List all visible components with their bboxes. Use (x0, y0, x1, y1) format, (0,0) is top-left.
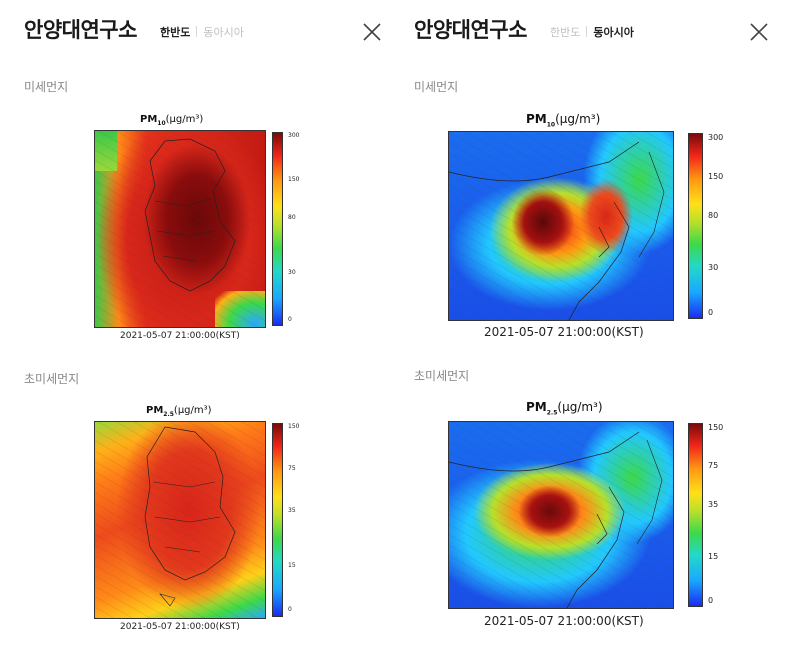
wind-vectors (449, 422, 673, 608)
region-tabs: 한반도 동아시아 (550, 24, 634, 40)
colorbar-pm25 (688, 423, 703, 607)
colorbar-tick: 300 (288, 132, 300, 139)
colorbar-tick: 35 (708, 500, 719, 509)
timestamp: 2021-05-07 21:00:00(KST) (120, 622, 240, 632)
map-title-pm25: PM2.5(μg/m³) (146, 405, 212, 418)
section-label-pm10: 미세먼지 (24, 80, 69, 94)
timestamp: 2021-05-07 21:00:00(KST) (484, 614, 644, 628)
colorbar-pm10 (688, 133, 703, 319)
panel-korean-peninsula: 안양대연구소 한반도 동아시아 미세먼지 PM10(μg/m³) 300 150 … (0, 0, 392, 647)
map-southeast-low (215, 291, 265, 327)
timestamp: 2021-05-07 21:00:00(KST) (120, 331, 240, 341)
colorbar-tick: 30 (288, 269, 296, 276)
tab-east-asia[interactable]: 동아시아 (593, 26, 634, 39)
colorbar-tick: 150 (288, 176, 300, 183)
map-title-pm25: PM2.5(μg/m³) (526, 400, 603, 417)
colorbar-tick: 75 (288, 465, 296, 472)
colorbar-tick: 0 (288, 316, 292, 323)
panel-east-asia: 안양대연구소 한반도 동아시아 미세먼지 PM10(μg/m³) 300 150 … (392, 0, 787, 647)
pm25-east-asia-map (448, 421, 674, 609)
korea-outline (144, 426, 236, 607)
pm25-korea-map (94, 421, 266, 619)
korea-outline (144, 138, 236, 292)
east-asia-outline (449, 141, 665, 320)
tab-divider (586, 26, 588, 37)
colorbar-tick: 15 (288, 562, 296, 569)
page-title: 안양대연구소 (24, 18, 137, 42)
section-label-pm25: 초미세먼지 (414, 369, 470, 383)
map-title-pm10: PM10(μg/m³) (140, 114, 204, 127)
page-title: 안양대연구소 (414, 18, 527, 42)
pm10-korea-map (94, 130, 266, 328)
colorbar-tick: 300 (708, 133, 724, 142)
tab-korean-peninsula[interactable]: 한반도 (160, 26, 191, 39)
tab-east-asia[interactable]: 동아시아 (203, 26, 244, 39)
wind-vectors (95, 131, 265, 327)
colorbar-tick: 80 (288, 214, 296, 221)
wind-vectors (95, 422, 265, 618)
close-icon[interactable] (362, 22, 382, 42)
map-northwest-low (95, 131, 117, 171)
colorbar-tick: 0 (708, 596, 714, 605)
tab-divider (196, 26, 198, 37)
section-label-pm10: 미세먼지 (414, 80, 459, 94)
colorbar-tick: 0 (288, 606, 292, 613)
close-icon[interactable] (749, 22, 769, 42)
colorbar-tick: 30 (708, 263, 719, 272)
tab-korean-peninsula[interactable]: 한반도 (550, 26, 581, 39)
pm10-east-asia-map (448, 131, 674, 321)
colorbar-tick: 150 (288, 423, 300, 430)
east-asia-outline (449, 431, 663, 608)
timestamp: 2021-05-07 21:00:00(KST) (484, 325, 644, 339)
section-label-pm25: 초미세먼지 (24, 372, 80, 386)
colorbar-tick: 150 (708, 172, 724, 181)
colorbar-tick: 80 (708, 211, 719, 220)
colorbar-pm25 (272, 423, 283, 617)
region-tabs: 한반도 동아시아 (160, 24, 244, 40)
map-title-pm10: PM10(μg/m³) (526, 112, 601, 129)
colorbar-tick: 35 (288, 507, 296, 514)
colorbar-tick: 150 (708, 423, 724, 432)
colorbar-tick: 75 (708, 461, 719, 470)
colorbar-tick: 15 (708, 552, 719, 561)
colorbar-pm10 (272, 132, 283, 326)
colorbar-tick: 0 (708, 308, 714, 317)
wind-vectors (449, 132, 673, 320)
